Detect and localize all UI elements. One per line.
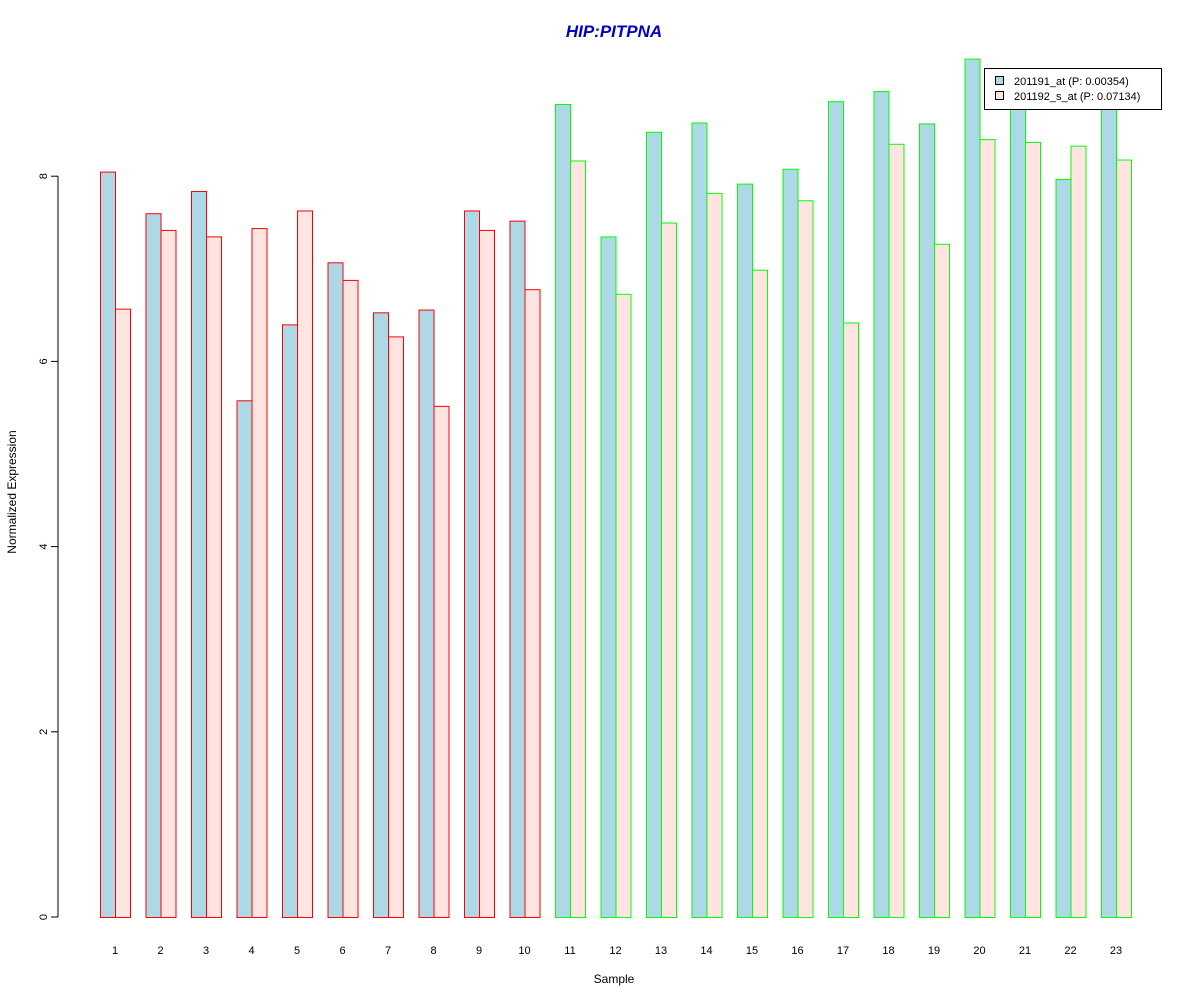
bar-4-series-2 — [251, 228, 268, 918]
legend: 201191_at (P: 0.00354) 201192_s_at (P: 0.… — [984, 68, 1162, 110]
bar-6-series-1 — [327, 262, 344, 918]
legend-swatch — [995, 91, 1004, 100]
x-tick-label: 13 — [655, 945, 667, 957]
x-tick-label: 6 — [339, 945, 345, 957]
bar-20-series-2 — [979, 139, 996, 919]
bar-8-series-2 — [433, 405, 450, 918]
bar-23-series-2 — [1116, 159, 1132, 919]
bar-19-series-1 — [919, 123, 935, 918]
bar-3-series-2 — [206, 236, 222, 918]
bar-20-series-1 — [964, 58, 981, 918]
y-tick-label: 8 — [38, 173, 50, 179]
x-tick-label: 5 — [294, 945, 300, 957]
bar-6-series-2 — [342, 279, 359, 918]
bars-group — [100, 58, 1132, 919]
x-tick-label: 16 — [791, 945, 803, 957]
legend-entry-label: 201191_at (P: 0.00354) — [1014, 76, 1129, 88]
x-tick-label: 22 — [1064, 945, 1076, 957]
bar-9-series-1 — [464, 210, 480, 919]
bar-1-series-1 — [100, 171, 116, 918]
bar-18-series-1 — [873, 91, 890, 919]
x-tick-label: 14 — [700, 945, 712, 957]
x-tick-label: 21 — [1019, 945, 1031, 957]
x-tick-label: 11 — [564, 945, 575, 957]
bar-4-series-1 — [236, 400, 253, 918]
bar-22-series-1 — [1055, 178, 1072, 918]
bar-5-series-1 — [282, 324, 298, 918]
y-tick-label: 2 — [38, 729, 50, 735]
bar-15-series-2 — [752, 269, 768, 918]
bar-16-series-2 — [797, 200, 814, 918]
bar-22-series-2 — [1070, 145, 1087, 918]
bar-16-series-1 — [782, 168, 799, 919]
x-tick-label: 17 — [837, 945, 849, 957]
bar-9-series-2 — [479, 229, 495, 918]
bar-19-series-2 — [934, 243, 950, 919]
x-tick-label: 20 — [973, 945, 985, 957]
bar-17-series-1 — [828, 101, 844, 919]
legend-box — [984, 68, 1162, 110]
bar-15-series-1 — [737, 183, 753, 919]
y-tick-label: 0 — [38, 914, 50, 920]
bar-13-series-1 — [646, 131, 662, 918]
bar-8-series-1 — [418, 309, 435, 918]
x-tick-label: 10 — [518, 945, 530, 957]
bar-1-series-2 — [115, 308, 131, 919]
bar-12-series-1 — [600, 236, 617, 918]
x-tick-labels: 1 2 3 4 5 6 7 8 9 10 11 12 13 14 15 16 17 18 19 20 21 22 23 — [112, 945, 1122, 957]
bar-2-series-2 — [160, 229, 177, 918]
x-tick-label: 23 — [1110, 945, 1122, 957]
legend-swatch — [995, 76, 1004, 85]
x-tick-label: 2 — [157, 945, 163, 957]
bar-17-series-2 — [843, 322, 859, 918]
bar-3-series-1 — [191, 191, 207, 919]
bar-18-series-2 — [888, 143, 905, 919]
x-tick-label: 4 — [248, 945, 254, 957]
bar-21-series-1 — [1010, 108, 1026, 919]
x-tick-label: 8 — [430, 945, 436, 957]
x-tick-label: 1 — [112, 945, 118, 957]
bar-21-series-2 — [1025, 141, 1041, 919]
y-axis-label: Normalized Expression — [5, 430, 19, 553]
y-tick-label: 4 — [38, 544, 50, 550]
bar-13-series-2 — [661, 222, 677, 918]
bar-23-series-1 — [1101, 107, 1117, 918]
bar-5-series-2 — [297, 210, 313, 919]
x-tick-label: 19 — [928, 945, 940, 957]
bar-11-series-1 — [555, 103, 571, 919]
x-tick-label: 7 — [385, 945, 391, 957]
bar-10-series-1 — [509, 220, 526, 918]
bar-14-series-1 — [691, 122, 708, 918]
bar-2-series-1 — [145, 213, 162, 919]
x-tick-label: 15 — [746, 945, 758, 957]
y-axis: 0 2 4 6 8 — [38, 173, 59, 920]
bar-11-series-2 — [570, 160, 586, 918]
chart-title: HIP:PITPNA — [566, 22, 662, 41]
x-axis-label: Sample — [594, 972, 635, 986]
bar-12-series-2 — [615, 293, 632, 918]
bar-10-series-2 — [524, 289, 541, 918]
y-tick-label: 6 — [38, 358, 50, 364]
legend-entry-label: 201192_s_at (P: 0.07134) — [1014, 91, 1140, 103]
x-tick-label: 12 — [609, 945, 621, 957]
x-tick-label: 9 — [476, 945, 482, 957]
bar-7-series-2 — [388, 336, 404, 918]
x-tick-label: 3 — [203, 945, 209, 957]
bar-7-series-1 — [373, 312, 389, 918]
x-tick-label: 18 — [882, 945, 894, 957]
bar-14-series-2 — [706, 192, 723, 919]
